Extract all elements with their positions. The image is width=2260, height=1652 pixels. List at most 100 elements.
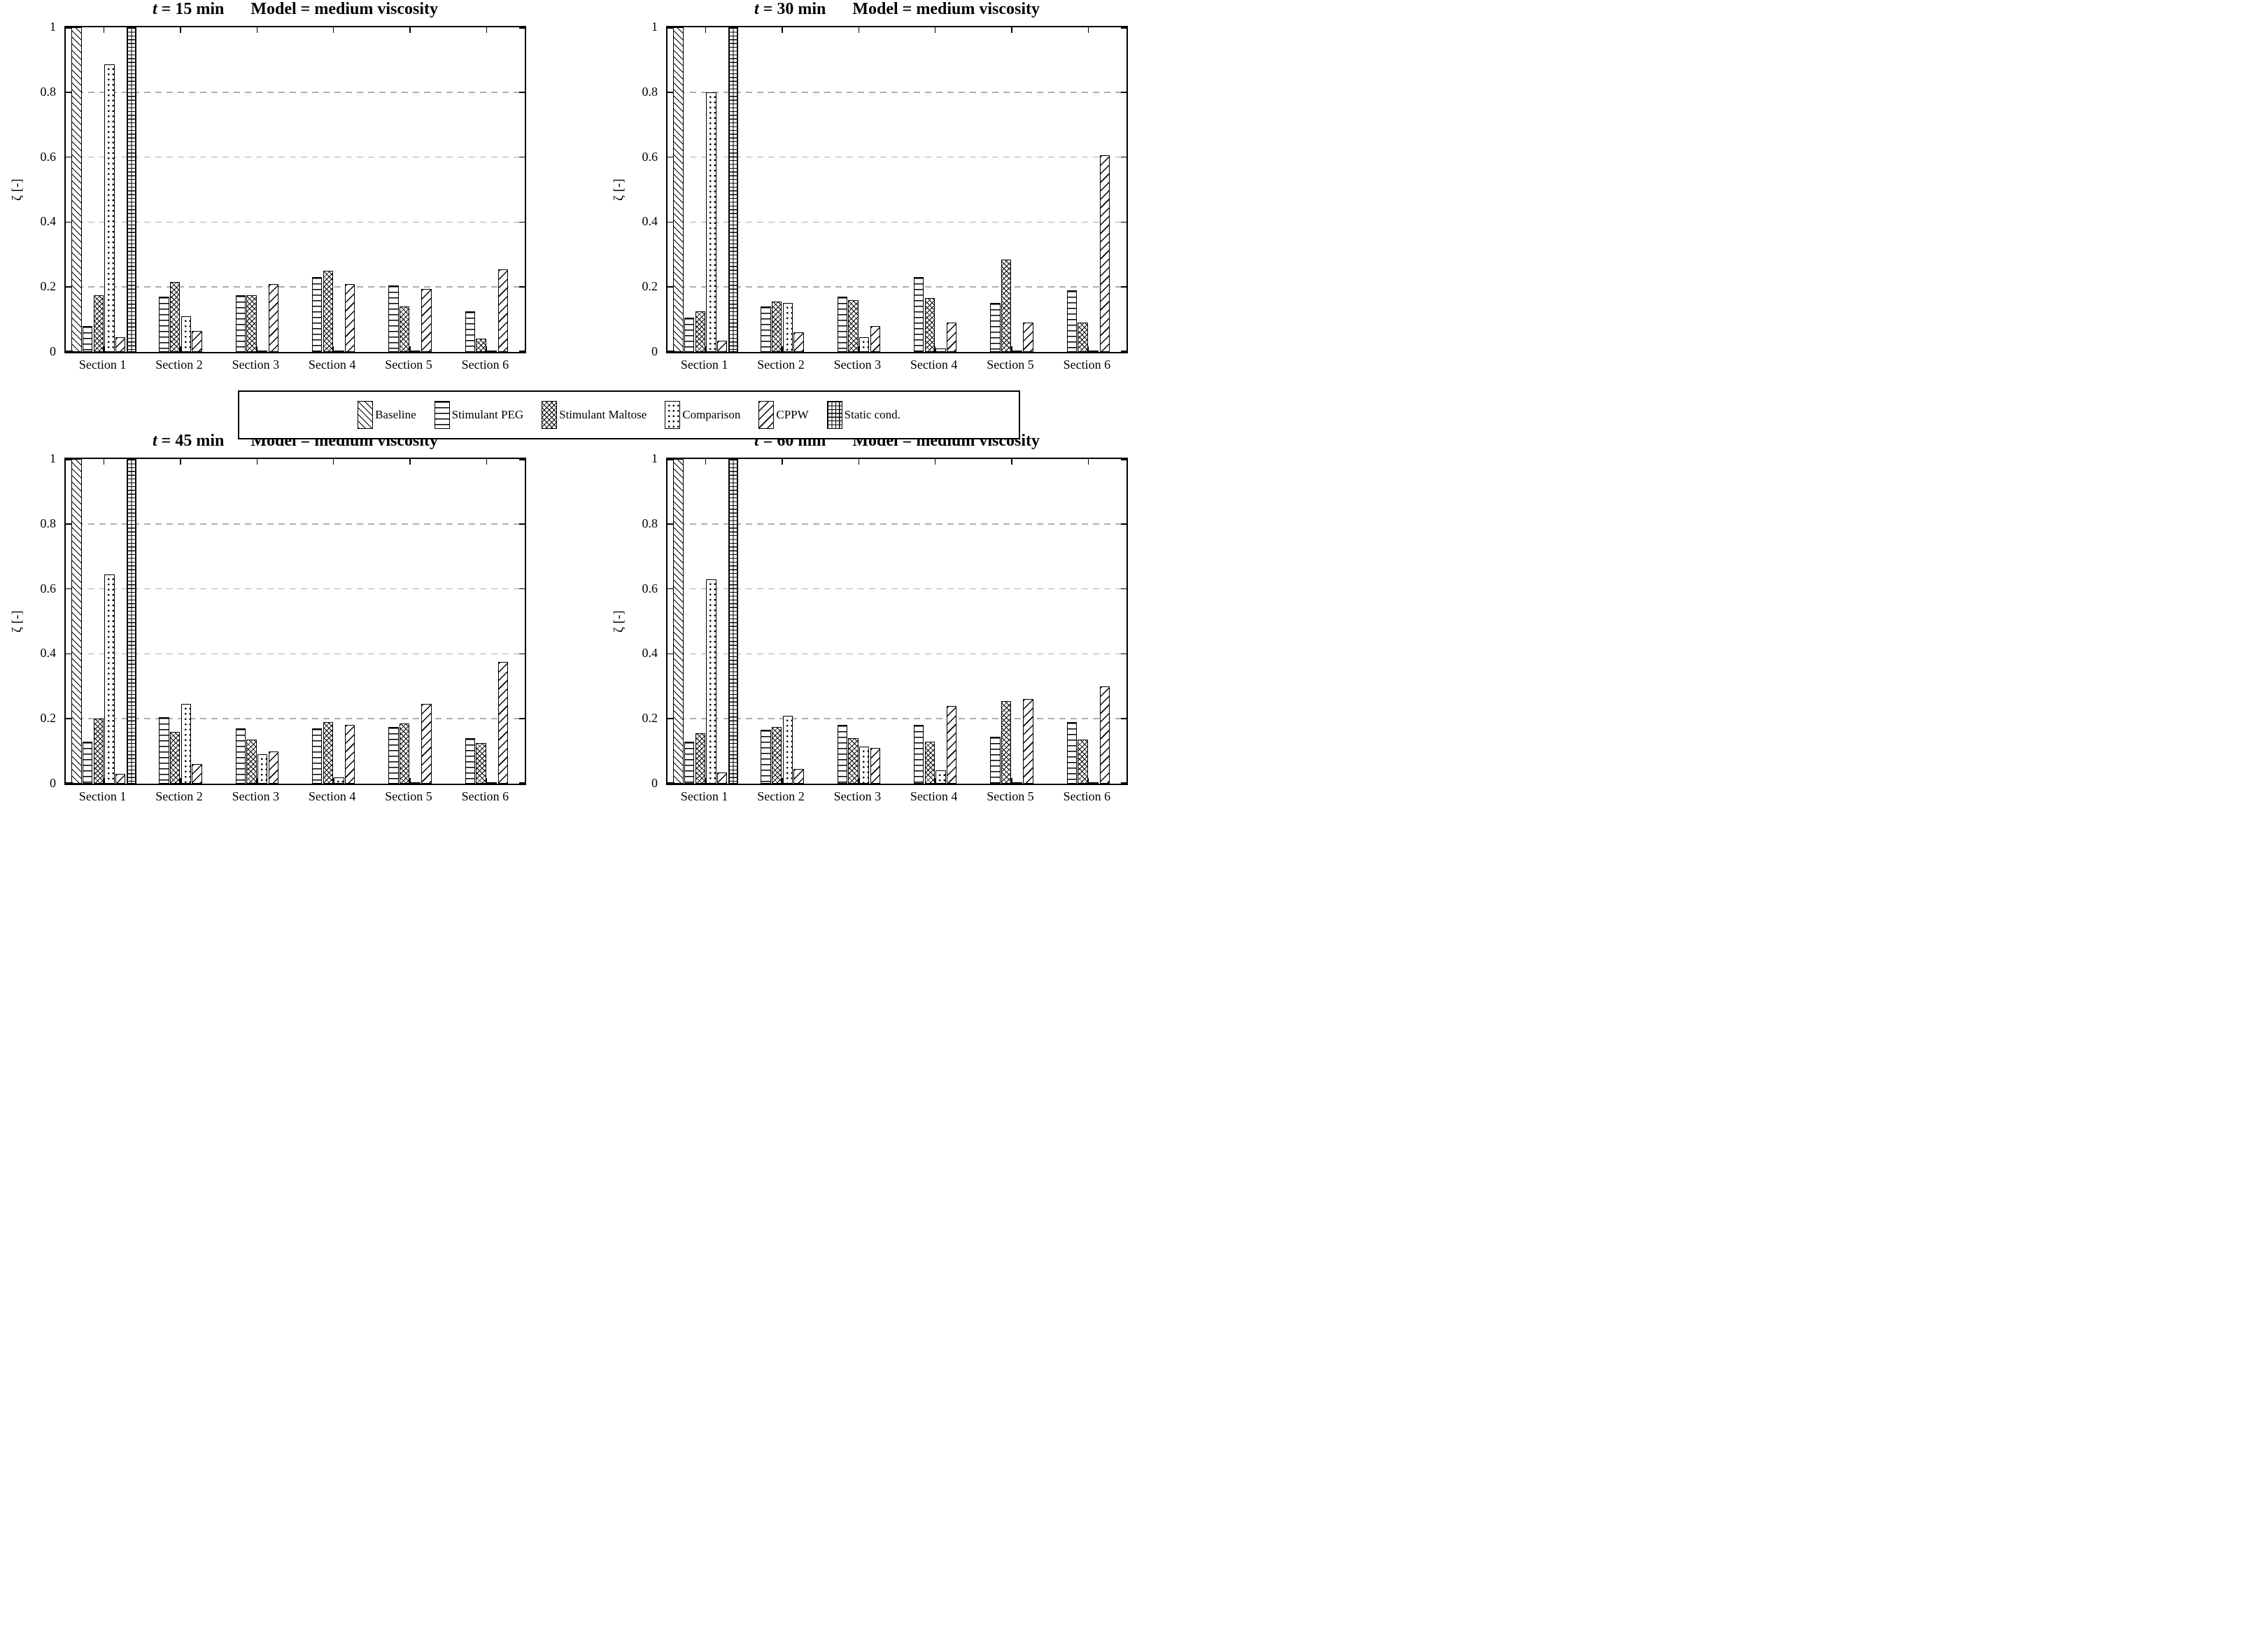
x-tick — [1087, 778, 1089, 784]
bar-cppw — [870, 747, 880, 784]
x-tick — [180, 27, 181, 33]
y-tick — [668, 221, 673, 223]
y-tick — [519, 459, 525, 460]
y-tick-label: 0.4 — [642, 646, 658, 661]
bar-cppw — [268, 751, 278, 784]
y-axis-label: ζ [-] — [10, 178, 24, 201]
bar-maltose — [246, 740, 257, 784]
x-tick — [1011, 778, 1012, 784]
x-tick-label: Section 6 — [461, 789, 509, 803]
legend-entry: Baseline — [358, 401, 416, 429]
x-tick-label: Section 3 — [833, 358, 882, 372]
y-tick — [66, 459, 71, 460]
y-tick — [519, 588, 525, 590]
bar-peg — [312, 728, 323, 784]
y-tick — [66, 718, 71, 719]
y-tick — [519, 782, 525, 784]
bar-cppw — [717, 772, 728, 784]
y-tick — [66, 653, 71, 655]
title-time-var: t — [152, 0, 157, 18]
legend-entry: CPPW — [758, 401, 809, 429]
y-tick — [519, 156, 525, 158]
x-tick — [486, 459, 488, 465]
bar-peg — [914, 277, 924, 352]
legend-swatch-baseline — [358, 401, 374, 429]
bar-comparison — [859, 746, 870, 784]
y-tick — [668, 588, 673, 590]
x-tick-label: Section 3 — [232, 358, 280, 372]
bar-baseline — [71, 27, 82, 352]
gridline — [66, 221, 525, 223]
bar-maltose — [695, 311, 705, 352]
y-tick-label: 1 — [50, 20, 56, 34]
x-tick-label: Section 3 — [833, 789, 882, 803]
gridline — [668, 523, 1127, 525]
bar-cppw — [793, 769, 804, 784]
bar-peg — [990, 736, 1001, 784]
y-tick-label: 1 — [50, 451, 56, 465]
y-tick — [66, 156, 71, 158]
y-tick — [1121, 27, 1127, 29]
y-tick-label: 0.6 — [642, 581, 658, 595]
x-tick-label: Section 4 — [910, 358, 958, 372]
y-tick — [66, 92, 71, 93]
bar-cppw — [345, 725, 355, 784]
bar-comparison — [1012, 350, 1022, 352]
gridline — [66, 92, 525, 93]
y-tick-label: 0.8 — [642, 516, 658, 530]
bar-maltose — [93, 719, 104, 784]
bar-cppw — [793, 332, 804, 352]
x-tick — [256, 459, 258, 465]
x-tick-label: Section 2 — [757, 789, 805, 803]
y-tick-label: 0 — [50, 776, 56, 790]
x-tick-label: Section 2 — [155, 789, 203, 803]
y-tick-label: 0.4 — [40, 646, 57, 661]
bar-comparison — [410, 782, 421, 784]
title-model: Model = medium viscosity — [852, 0, 1040, 18]
y-tick-label: 0.8 — [642, 84, 658, 99]
bar-peg — [312, 277, 323, 352]
x-tick — [409, 27, 411, 33]
bar-peg — [1066, 721, 1077, 784]
y-tick-label: 0.2 — [40, 711, 57, 726]
x-tick — [103, 346, 105, 352]
legend-swatch-maltose — [542, 401, 558, 429]
bar-comparison — [104, 64, 115, 352]
bar-peg — [388, 726, 399, 784]
gridline — [66, 523, 525, 525]
x-tick — [934, 459, 936, 465]
bar-maltose — [400, 306, 410, 352]
gridline — [66, 588, 525, 590]
y-tick-label: 0.4 — [642, 214, 658, 229]
x-tick — [1087, 27, 1089, 33]
legend-entry: Static cond. — [826, 401, 901, 429]
bar-maltose — [848, 738, 859, 784]
y-tick — [519, 92, 525, 93]
y-tick — [668, 653, 673, 655]
y-tick — [1121, 782, 1127, 784]
bar-peg — [837, 297, 847, 352]
subplot-t45: t = 45 min Model = medium viscosity ζ [-] 0… — [0, 432, 532, 826]
bar-peg — [761, 730, 771, 784]
x-tick — [782, 459, 783, 465]
y-tick-label: 0 — [651, 344, 658, 358]
title-time-rest: = 30 min — [758, 0, 826, 18]
bar-cppw — [421, 288, 432, 352]
y-tick — [1121, 653, 1127, 655]
x-tick-label: Section 1 — [680, 358, 728, 372]
bar-peg — [388, 285, 399, 352]
bar-maltose — [476, 339, 486, 352]
x-tick — [103, 459, 105, 465]
x-tick-label: Section 6 — [1063, 358, 1111, 372]
gridline — [66, 718, 525, 719]
bar-maltose — [695, 733, 705, 784]
y-tick — [519, 351, 525, 352]
y-tick-label: 0 — [50, 344, 56, 358]
bar-peg — [990, 303, 1001, 352]
gridline — [66, 156, 525, 158]
legend-entry: Stimulant PEG — [434, 401, 523, 429]
x-tick — [332, 459, 334, 465]
y-tick — [668, 523, 673, 525]
bar-maltose — [93, 295, 104, 352]
plot-area — [666, 458, 1128, 785]
